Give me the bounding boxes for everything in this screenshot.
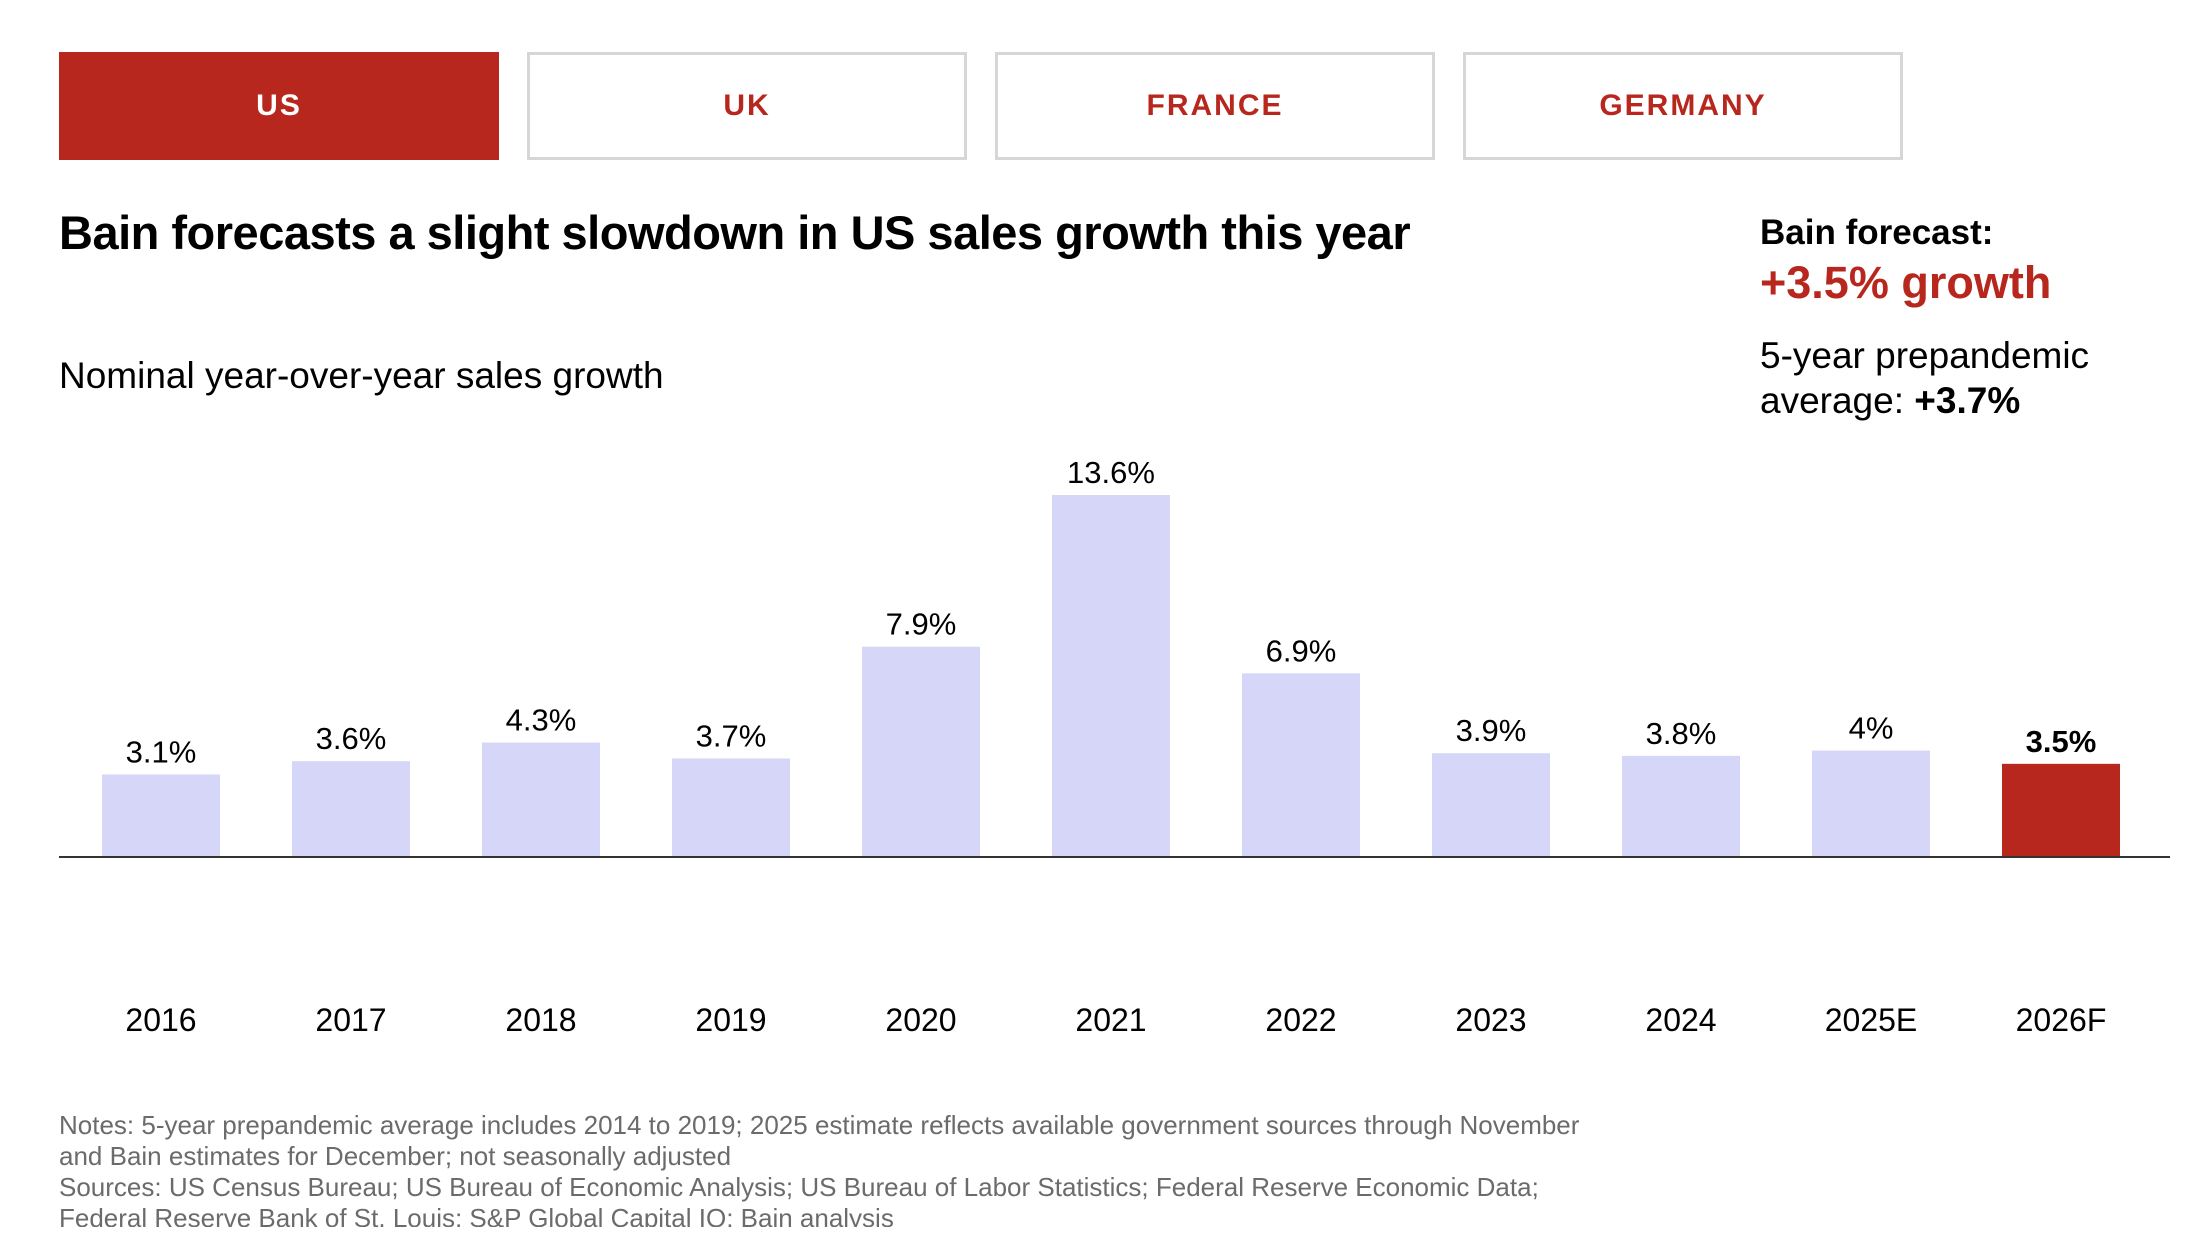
- bar-2023: [1432, 753, 1550, 857]
- chart-subtitle: Nominal year-over-year sales growth: [59, 355, 664, 396]
- data-label-2022: 6.9%: [1266, 633, 1337, 668]
- x-tick-label-2026F: 2026F: [2016, 1002, 2107, 1038]
- bar-2024: [1622, 755, 1740, 857]
- data-label-2026F: 3.5%: [2026, 724, 2097, 759]
- data-label-2025E: 4%: [1849, 711, 1894, 746]
- x-tick-label-2019: 2019: [695, 1002, 766, 1038]
- x-tick-label-2018: 2018: [505, 1002, 576, 1038]
- tab-france[interactable]: FRANCE: [995, 52, 1435, 160]
- sources-line: Sources: US Census Bureau; US Bureau of …: [59, 1172, 1539, 1202]
- prepandemic-value: +3.7%: [1914, 380, 2021, 421]
- data-label-2019: 3.7%: [696, 719, 767, 754]
- notes-sources: Notes: 5-year prepandemic average includ…: [59, 1110, 1759, 1227]
- x-tick-label-2022: 2022: [1265, 1002, 1336, 1038]
- data-label-2023: 3.9%: [1456, 713, 1527, 748]
- bar-2021: [1052, 495, 1170, 857]
- prepandemic-average: 5-year prepandemic average: +3.7%: [1760, 333, 2180, 423]
- data-label-2021: 13.6%: [1067, 455, 1155, 490]
- bar-2022: [1242, 673, 1360, 857]
- forecast-value: +3.5% growth: [1760, 257, 2052, 308]
- bar-2017: [292, 761, 410, 857]
- bar-2025E: [1812, 750, 1930, 857]
- data-label-2017: 3.6%: [316, 721, 387, 756]
- tab-us[interactable]: US: [59, 52, 499, 160]
- bar-2016: [102, 774, 220, 857]
- x-tick-label-2023: 2023: [1455, 1002, 1526, 1038]
- forecast-label: Bain forecast:: [1760, 213, 1994, 252]
- x-tick-label-2025E: 2025E: [1825, 1002, 1918, 1038]
- bar-2019: [672, 758, 790, 857]
- country-tabs: US UK FRANCE GERMANY: [59, 52, 1903, 160]
- data-label-2018: 4.3%: [506, 703, 577, 738]
- x-tick-label-2016: 2016: [125, 1002, 196, 1038]
- prepandemic-text: 5-year prepandemic average:: [1760, 335, 2090, 421]
- bar-chart: 3.1% 2016 3.6% 2017 4.3% 2018 3.7% 2019 7.9% 2020…: [59, 455, 2170, 1038]
- notes-line: and Bain estimates for December; not sea…: [59, 1141, 732, 1171]
- data-label-2020: 7.9%: [886, 607, 957, 642]
- bar-2026F: [2002, 763, 2120, 857]
- tab-uk[interactable]: UK: [527, 52, 967, 160]
- tab-germany[interactable]: GERMANY: [1463, 52, 1903, 160]
- forecast-callout: Bain forecast: +3.5% growth 5-year prepa…: [1760, 213, 2180, 423]
- x-tick-label-2020: 2020: [885, 1002, 956, 1038]
- x-tick-label-2021: 2021: [1075, 1002, 1146, 1038]
- x-tick-label-2024: 2024: [1645, 1002, 1716, 1038]
- notes-line: Notes: 5-year prepandemic average includ…: [59, 1110, 1580, 1140]
- data-label-2016: 3.1%: [126, 734, 197, 769]
- x-tick-label-2017: 2017: [315, 1002, 386, 1038]
- data-label-2024: 3.8%: [1646, 716, 1717, 751]
- bar-2020: [862, 646, 980, 857]
- bar-2018: [482, 742, 600, 857]
- sources-line: Federal Reserve Bank of St. Louis; S&P G…: [59, 1203, 894, 1227]
- chart-title: Bain forecasts a slight slowdown in US s…: [59, 206, 1411, 259]
